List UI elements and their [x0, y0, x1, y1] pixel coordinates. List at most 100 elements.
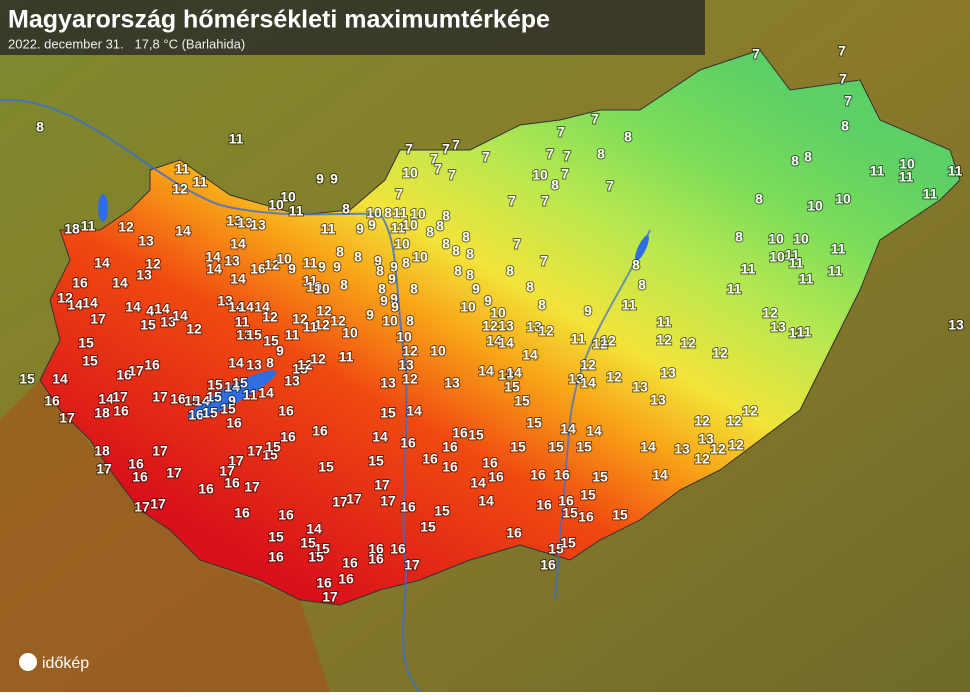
temperature-label: 15	[202, 405, 218, 421]
temperature-label: 11	[393, 205, 408, 221]
temperature-label: 11	[303, 273, 318, 289]
temperature-label: 15	[562, 505, 578, 521]
temperature-label: 14	[228, 299, 244, 315]
temperature-label: 10	[835, 191, 851, 207]
temperature-label: 10	[430, 343, 446, 359]
temperature-label: 12	[262, 309, 278, 325]
temperature-label: 15	[82, 353, 98, 369]
temperature-label: 8	[466, 267, 474, 283]
temperature-label: 15	[548, 439, 564, 455]
temperature-label: 16	[170, 391, 186, 407]
temperature-label: 7	[405, 141, 413, 157]
temperature-label: 7	[839, 71, 847, 87]
temperature-label: 9	[330, 171, 338, 187]
temperature-label: 12	[297, 357, 313, 373]
title-box	[0, 0, 705, 55]
temperature-label: 11	[870, 163, 885, 179]
temperature-label: 16	[422, 451, 438, 467]
temperature-label: 8	[378, 281, 386, 297]
temperature-label: 17	[90, 311, 106, 327]
temperature-label: 12	[118, 219, 134, 235]
temperature-label: 10	[460, 299, 476, 315]
temperature-label: 7	[508, 193, 516, 209]
temperature-label: 11	[321, 221, 336, 237]
temperature-label: 8	[406, 313, 414, 329]
temperature-label: 7	[561, 166, 569, 182]
temperature-label: 15	[526, 415, 542, 431]
temperature-label: 9	[276, 343, 284, 359]
temperature-label: 15	[207, 377, 223, 393]
hungary-shape	[39, 49, 961, 606]
temperature-label: 16	[442, 459, 458, 475]
temperature-label: 16	[144, 357, 160, 373]
temperature-label: 17	[134, 499, 150, 515]
temperature-label: 15	[380, 405, 396, 421]
temperature-label: 14	[175, 223, 191, 239]
temperature-label: 10	[412, 249, 428, 265]
temperature-label: 12	[402, 371, 418, 387]
temperature-label: 8	[410, 281, 418, 297]
temperature-label: 12	[694, 451, 710, 467]
temperature-label: 15	[420, 519, 436, 535]
temperature-label: 11	[303, 255, 318, 271]
temperature-label: 16	[234, 505, 250, 521]
temperature-label: 9	[228, 393, 236, 409]
temperature-label: 8	[632, 257, 640, 273]
temperature-label: 14	[406, 403, 422, 419]
temperature-label: 18	[94, 443, 110, 459]
temperature-label: 15	[268, 529, 284, 545]
temperature-label: 14	[125, 299, 141, 315]
temperature-label: 16	[128, 456, 144, 472]
temperature-label: 10	[807, 198, 823, 214]
temperature-label: 16	[530, 467, 546, 483]
temperature-label: 7	[540, 253, 548, 269]
temperature-label: 16	[316, 575, 332, 591]
temperature-label: 15	[246, 327, 262, 343]
temperature-label: 10	[768, 231, 784, 247]
temperature-label: 16	[536, 497, 552, 513]
temperature-label: 16	[554, 467, 570, 483]
temperature-label: 9	[380, 293, 388, 309]
temperature-label: 11	[235, 314, 250, 330]
temperature-label: 15	[468, 427, 484, 443]
temperature-label: 12	[57, 290, 73, 306]
temperature-label: 15	[308, 549, 324, 565]
temperature-label: 13	[250, 217, 266, 233]
temperature-label: 14	[112, 275, 128, 291]
temperature-label: 10	[382, 313, 398, 329]
temperature-label: 16	[338, 571, 354, 587]
temperature-label: 11	[175, 161, 190, 177]
temperature-label: 16	[558, 493, 574, 509]
temperature-label: 8	[426, 224, 434, 240]
temperature-label: 14	[470, 475, 486, 491]
temperature-label: 7	[563, 148, 571, 164]
temperature-label: 13	[660, 365, 676, 381]
temperature-label: 9	[484, 293, 492, 309]
temperature-label: 14	[506, 365, 522, 381]
temperature-label: 11	[789, 325, 804, 341]
temperature-label: 7	[395, 186, 403, 202]
temperature-label: 10	[532, 167, 548, 183]
balaton	[187, 370, 277, 420]
temperature-label: 16	[188, 407, 204, 423]
temperature-label: 11	[622, 297, 637, 313]
temperature-label: 15	[434, 503, 450, 519]
temperature-label: 16	[72, 275, 88, 291]
temperature-label: 14	[478, 363, 494, 379]
temperature-label: 16	[268, 549, 284, 565]
temperature-label: 8	[755, 191, 763, 207]
temperature-label: 13	[498, 367, 514, 383]
tisza-river	[554, 229, 651, 601]
temperature-label: 11	[799, 271, 814, 287]
temperature-label: 8	[36, 119, 44, 135]
temperature-label: 16	[442, 439, 458, 455]
temperature-label: 11	[785, 247, 800, 263]
temperature-label: 14	[228, 355, 244, 371]
temperature-label: 11	[789, 255, 804, 271]
temperature-label: 9	[356, 221, 364, 237]
temperature-label: 11	[193, 174, 208, 190]
temperature-label: 8	[804, 149, 812, 165]
